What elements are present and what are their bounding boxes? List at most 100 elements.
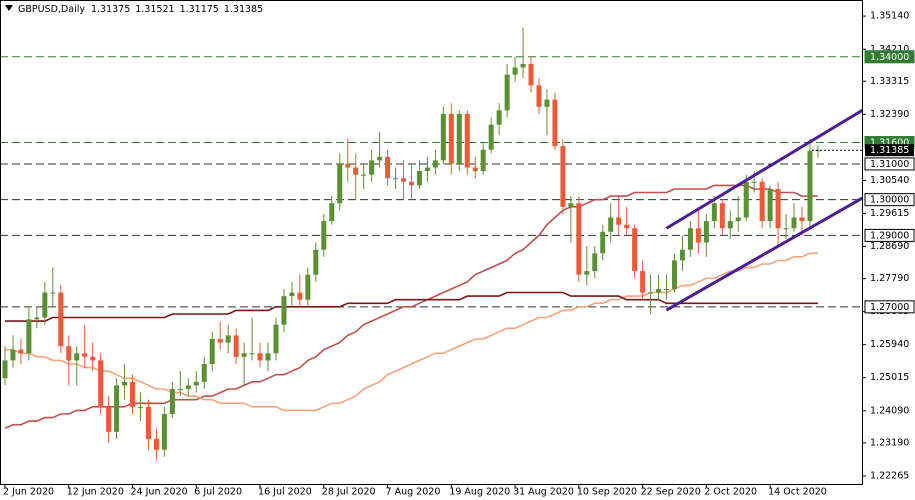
candle-body bbox=[233, 335, 239, 357]
y-tick-label: 1.25015 bbox=[870, 372, 909, 383]
candle-body bbox=[671, 260, 677, 289]
candle-body bbox=[137, 406, 143, 408]
candle-body bbox=[695, 228, 701, 243]
candle-body bbox=[98, 360, 104, 407]
candle-body bbox=[122, 381, 128, 386]
trendline bbox=[665, 196, 862, 312]
candle-body bbox=[249, 353, 255, 355]
candle-body bbox=[791, 217, 797, 229]
candle-body bbox=[209, 338, 215, 364]
candle-body bbox=[608, 217, 614, 232]
candle-body bbox=[305, 274, 311, 300]
candle-body bbox=[241, 353, 247, 357]
level-label: 1.31000 bbox=[870, 159, 909, 170]
y-tick-label: 1.24090 bbox=[870, 405, 909, 416]
candle-body bbox=[225, 335, 231, 343]
x-tick-label: 2 Oct 2020 bbox=[704, 487, 757, 498]
candle-body bbox=[735, 217, 741, 222]
candle-body bbox=[664, 288, 670, 290]
candle-body bbox=[297, 292, 303, 300]
candle-body bbox=[321, 221, 327, 250]
candle-body bbox=[807, 150, 813, 222]
level-label: 1.29000 bbox=[870, 230, 909, 241]
candle-body bbox=[145, 406, 151, 439]
level-label: 1.30000 bbox=[870, 195, 909, 206]
moving-average bbox=[5, 252, 818, 412]
moving-average bbox=[5, 291, 818, 322]
candle-body bbox=[416, 171, 422, 186]
y-tick-label: 1.28690 bbox=[870, 241, 909, 252]
x-tick-label: 12 Jun 2020 bbox=[67, 487, 124, 498]
candle-body bbox=[265, 353, 271, 361]
header-close: 1.31385 bbox=[224, 4, 263, 15]
x-tick-label: 7 Aug 2020 bbox=[386, 487, 441, 498]
plot bbox=[1, 27, 862, 461]
x-tick-label: 19 Aug 2020 bbox=[449, 487, 510, 498]
x-tick-label: 31 Aug 2020 bbox=[513, 487, 574, 498]
candle-body bbox=[743, 181, 749, 218]
candle-body bbox=[385, 156, 391, 179]
candle-body bbox=[114, 385, 120, 432]
candle-body bbox=[616, 217, 622, 225]
level-label: 1.31600 bbox=[870, 138, 909, 149]
y-tick-label: 1.27790 bbox=[870, 273, 909, 284]
candle-body bbox=[185, 385, 191, 389]
y-tick-label: 1.25940 bbox=[870, 339, 909, 350]
candle-body bbox=[34, 317, 40, 320]
candle-body bbox=[26, 319, 32, 354]
candle-body bbox=[130, 381, 136, 407]
candle-body bbox=[544, 99, 550, 107]
y-tick-label: 1.33315 bbox=[870, 76, 909, 87]
candle-body bbox=[775, 188, 781, 229]
candle-body bbox=[711, 203, 717, 222]
candle-body bbox=[361, 174, 367, 176]
y-tick-label: 1.29615 bbox=[870, 208, 909, 219]
candle-body bbox=[432, 160, 438, 168]
x-tick-label: 6 Jul 2020 bbox=[194, 487, 242, 498]
level-label: 1.27000 bbox=[870, 302, 909, 313]
candle-body bbox=[345, 163, 351, 168]
candle-body bbox=[448, 113, 454, 164]
trendline bbox=[665, 108, 862, 230]
header-low: 1.31175 bbox=[180, 4, 219, 15]
candle-body bbox=[50, 292, 56, 294]
candle-body bbox=[751, 181, 757, 183]
candle-body bbox=[90, 356, 96, 361]
header-high: 1.31521 bbox=[135, 4, 174, 15]
price-label: 1.31385 bbox=[870, 145, 909, 156]
candle-body bbox=[472, 167, 478, 172]
header-icon bbox=[5, 5, 13, 11]
candle-body bbox=[687, 228, 693, 250]
candle-body bbox=[401, 178, 406, 182]
candle-body bbox=[488, 124, 494, 150]
candle-body bbox=[201, 363, 207, 382]
y-tick-label: 1.35140 bbox=[870, 11, 909, 22]
candle-body bbox=[424, 167, 430, 172]
candle-body bbox=[329, 203, 335, 222]
candle-body bbox=[177, 388, 183, 390]
x-tick-label: 14 Oct 2020 bbox=[768, 487, 827, 498]
candle-body bbox=[759, 181, 765, 222]
candle-body bbox=[289, 292, 295, 297]
candle-body bbox=[584, 271, 590, 275]
candle-body bbox=[257, 353, 263, 361]
candle-body bbox=[18, 349, 24, 354]
x-tick-label: 28 Jul 2020 bbox=[322, 487, 376, 498]
candle-body bbox=[727, 221, 733, 229]
candle-body bbox=[66, 346, 72, 361]
x-tick-label: 2 Jun 2020 bbox=[3, 487, 54, 498]
candle-body bbox=[169, 388, 175, 414]
candle-body bbox=[640, 271, 646, 293]
candle-body bbox=[656, 288, 662, 293]
candle-body bbox=[369, 160, 375, 175]
candle-body bbox=[679, 249, 685, 261]
candle-body bbox=[74, 353, 80, 361]
x-tick-label: 16 Jul 2020 bbox=[258, 487, 312, 498]
y-tick-label: 1.30540 bbox=[870, 175, 909, 186]
candle-body bbox=[648, 292, 654, 294]
candle-body bbox=[480, 149, 486, 172]
candle-body bbox=[353, 167, 359, 175]
candle-body bbox=[408, 181, 414, 186]
y-tick-label: 1.34210 bbox=[870, 44, 909, 55]
